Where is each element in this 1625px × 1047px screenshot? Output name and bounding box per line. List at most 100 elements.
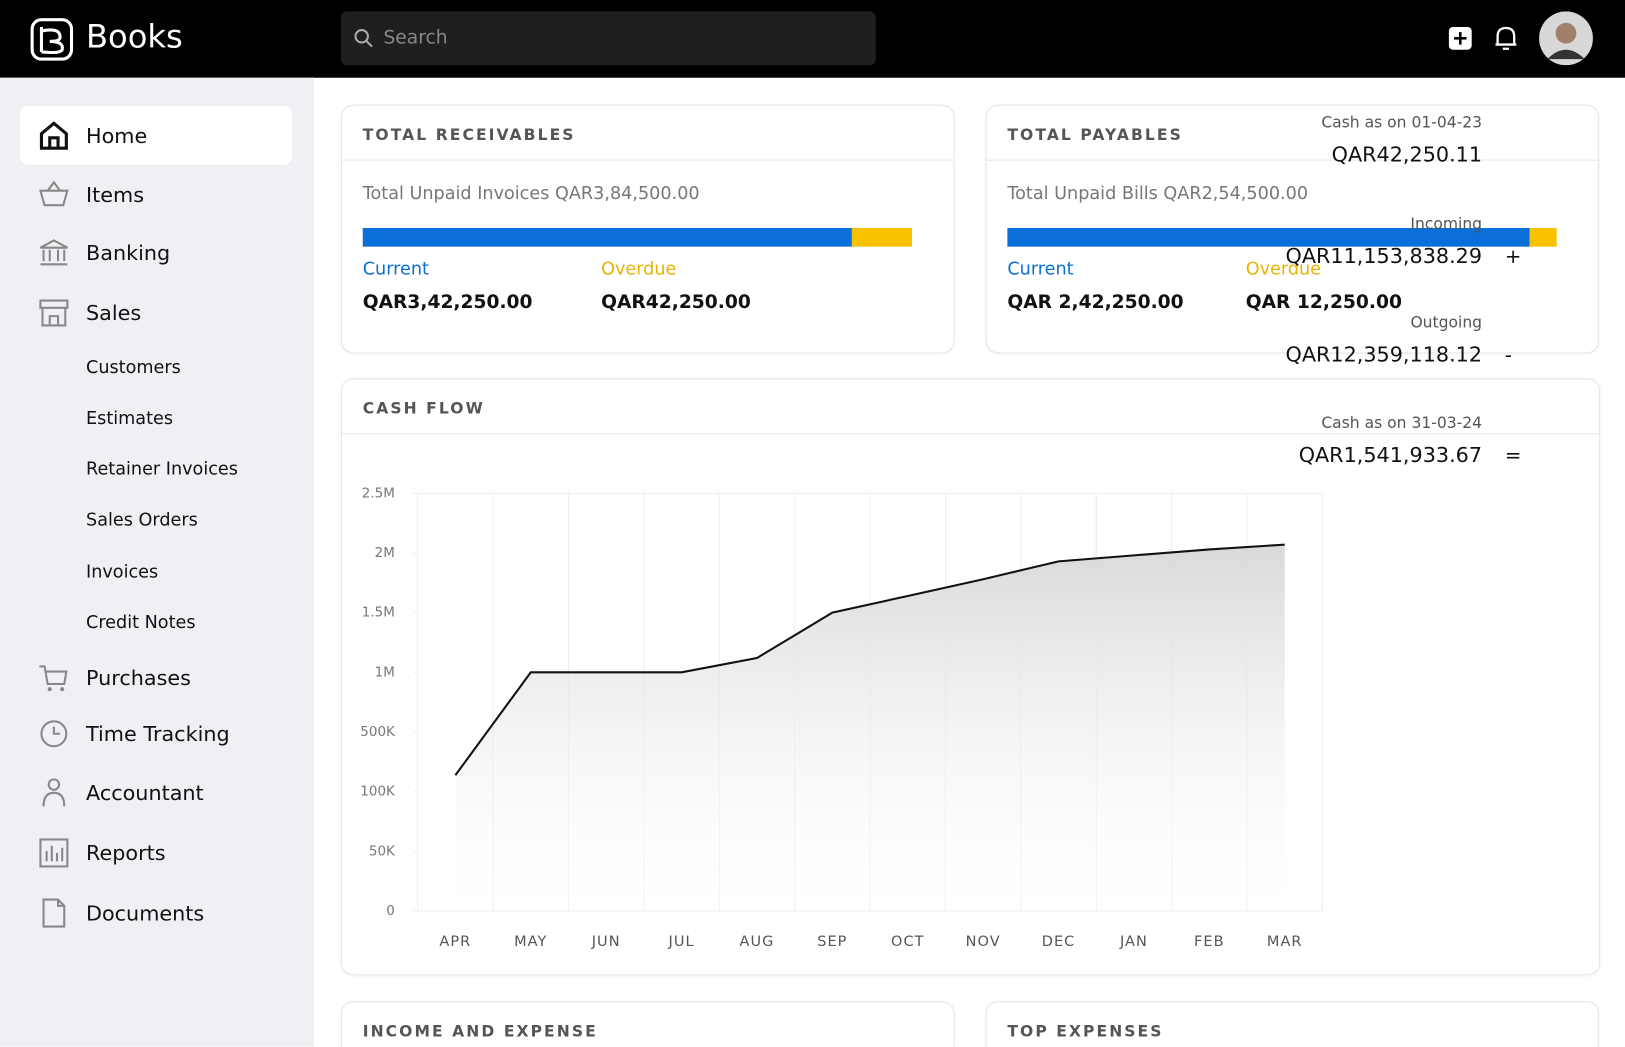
x-tick-label: JUL (668, 934, 695, 950)
x-tick-label: DEC (1042, 934, 1076, 950)
avatar[interactable] (1539, 11, 1593, 66)
line (454, 543, 1285, 776)
cash-amount: QAR1,541,933.67 (1298, 442, 1483, 468)
nav-sub-item[interactable]: Sales Orders (86, 509, 198, 531)
x-tick-label: OCT (891, 934, 925, 950)
notifications[interactable] (1492, 24, 1519, 53)
cash-sign: = (1504, 444, 1522, 468)
x-tick-label: NOV (966, 934, 1001, 950)
sales-icon (39, 299, 69, 327)
y-tick-label: 0 (386, 903, 395, 919)
reports-icon (39, 838, 69, 868)
card-title: CASH FLOW (362, 399, 485, 418)
bar-segment (851, 228, 913, 247)
y-tick-label: 1.5M (362, 605, 395, 621)
divider (342, 433, 1600, 435)
sidebar: Home Items Banking Sales Customers Estim… (0, 77, 315, 1047)
current-amount: QAR3,42,250.00 (362, 291, 533, 313)
progress-bar (1007, 228, 1557, 247)
y-tick-label: 2.5M (362, 485, 395, 501)
nav-item[interactable]: Purchases (86, 665, 191, 691)
cash-flow-chart: 0 50K 100K 500K 1M 1.5M 2M 2.5M APR MAY JUN JUL AUG S… (360, 485, 1323, 950)
nav-sub-item[interactable]: Credit Notes (86, 612, 196, 634)
cash-amount: QAR11,153,838.29 (1285, 243, 1483, 269)
nav-item[interactable]: Time Tracking (86, 721, 230, 747)
search-box[interactable]: Search (340, 11, 876, 66)
divider (342, 159, 954, 161)
summary: Total Unpaid Invoices QAR3,84,500.00 (362, 183, 700, 205)
cash-sign: - (1504, 344, 1512, 367)
current-amount: QAR 2,42,250.00 (1007, 291, 1184, 313)
nav-item[interactable]: Accountant (86, 780, 204, 806)
bar-segment (362, 228, 852, 247)
home-icon (39, 121, 68, 150)
x-tick-label: AUG (740, 934, 775, 950)
items-icon (39, 180, 69, 207)
nav-item[interactable]: Documents (86, 900, 205, 926)
payables-card: TOTAL PAYABLES Total Unpaid Bills QAR2,5… (985, 104, 1600, 354)
nav-item[interactable]: Sales (86, 300, 142, 326)
y-tick-label: 1M (375, 664, 395, 680)
cash-label: Outgoing (1410, 312, 1483, 332)
cash-summary: Cash as on 01-04-23 QAR42,250.11 Incoming Q… (1275, 113, 1534, 959)
expenses-card: TOP EXPENSES (985, 1001, 1600, 1047)
nav-item[interactable]: Items (86, 182, 145, 208)
receivables-card: TOTAL RECEIVABLES Total Unpaid Invoices … (340, 104, 955, 354)
y-tick-label: 500K (360, 724, 396, 740)
cash-sign: + (1504, 245, 1522, 269)
overdue-amount: QAR 12,250.00 (1245, 291, 1402, 313)
bar-segment (1530, 228, 1557, 247)
nav-sub-item[interactable]: Estimates (86, 408, 174, 430)
x-tick-label: MAR (1267, 934, 1303, 950)
card-title: INCOME AND EXPENSE (362, 1021, 598, 1041)
progress-bar (362, 228, 913, 247)
banking-icon (39, 239, 68, 266)
time-icon (40, 720, 68, 748)
nav-sub-item[interactable]: Invoices (86, 561, 159, 583)
x-tick-label: MAY (514, 934, 547, 950)
cash-label: Cash as on 31-03-24 (1321, 413, 1483, 433)
overdue-label: Overdue (1245, 259, 1322, 280)
x-tick-label: APR (439, 934, 471, 950)
bar-segment (1007, 228, 1531, 247)
overdue-amount: QAR42,250.00 (601, 291, 751, 313)
card-title: TOP EXPENSES (1007, 1021, 1164, 1041)
cash-amount: QAR12,359,118.12 (1285, 342, 1483, 367)
y-tick-label: 2M (375, 545, 395, 561)
income-card: INCOME AND EXPENSE (340, 1001, 955, 1047)
search-icon (354, 29, 373, 48)
y-tick-label: 100K (360, 784, 396, 800)
nav-item[interactable]: Reports (86, 840, 166, 866)
x-tick-label: JUN (591, 934, 621, 950)
card-title: TOTAL RECEIVABLES (362, 125, 576, 145)
documents-icon (42, 898, 66, 928)
y-tick-label: 50K (369, 843, 396, 859)
summary: Total Unpaid Bills QAR2,54,500.00 (1007, 183, 1309, 205)
nav-item[interactable]: Banking (86, 240, 171, 266)
overdue-label: Overdue (601, 259, 677, 280)
search-placeholder: Search (383, 26, 448, 49)
area (455, 544, 1285, 911)
nav-sub-item[interactable]: Customers (86, 357, 181, 379)
current-label: Current (1007, 259, 1074, 280)
cash-label: Incoming (1410, 214, 1483, 234)
cash-label: Cash as on 01-04-23 (1321, 112, 1483, 132)
nav-item[interactable]: Home (86, 123, 148, 149)
divider (986, 159, 1599, 161)
card-title: TOTAL PAYABLES (1007, 125, 1183, 145)
x-tick-label: SEP (817, 934, 847, 950)
brand: Books (86, 18, 183, 56)
add-button[interactable] (1448, 26, 1473, 51)
top-bar: Books Search (0, 0, 1625, 78)
cash-flow-card: CASH FLOW 0 50K 100K 500K 1M 1.5M 2M 2.5M APR MAY… (340, 113, 1601, 976)
x-tick-label: FEB (1194, 934, 1225, 950)
purchases-icon (39, 665, 68, 692)
accountant-icon (42, 778, 66, 807)
nav-sub-item[interactable]: Retainer Invoices (86, 459, 238, 480)
current-label: Current (362, 259, 429, 280)
cash-amount: QAR42,250.11 (1331, 141, 1483, 167)
logo (30, 18, 74, 61)
